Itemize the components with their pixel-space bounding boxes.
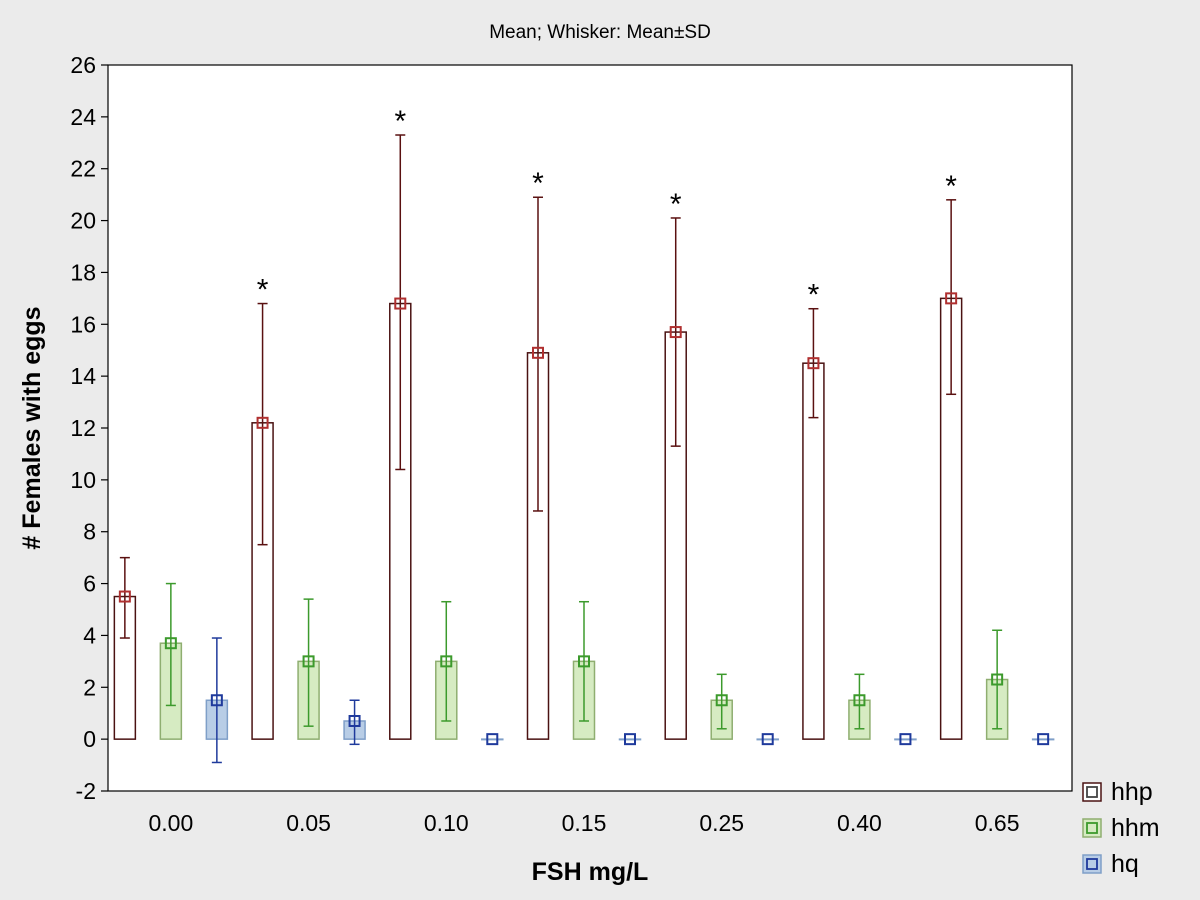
y-tick-label: 4 (83, 622, 96, 648)
x-tick-label: 0.10 (424, 810, 469, 836)
x-axis: 0.00 0.05 0.10 0.15 0.25 0.40 0.65 (148, 810, 1019, 836)
x-tick-label: 0.00 (148, 810, 193, 836)
legend-label-hhm: hhm (1111, 814, 1160, 842)
mean-marker-hhm-0.00 (164, 637, 177, 650)
y-tick-label: 14 (70, 363, 96, 389)
mean-marker-hhm-0.10 (440, 655, 453, 668)
mean-marker-hq-0.10 (486, 733, 499, 746)
mean-marker-hhm-0.15 (578, 655, 590, 668)
bar-hq-0.15 (618, 738, 642, 741)
bar-hhp-0.40 (802, 362, 825, 740)
mean-marker-hhp-0.25 (669, 326, 682, 339)
legend-label-hq: hq (1111, 850, 1139, 878)
mean-marker-hhp-0.15 (532, 346, 544, 359)
y-tick-label: 12 (70, 415, 96, 441)
y-axis-title: # Females with eggs (18, 306, 46, 549)
bar-hq-0.40 (894, 738, 917, 741)
significance-star: * (257, 274, 269, 307)
bar-hq-0.65 (1031, 738, 1055, 741)
mean-marker-hhp-0.40 (807, 357, 820, 370)
mean-marker-hq-0.15 (624, 733, 636, 746)
chart-title: Mean; Whisker: Mean±SD (489, 22, 711, 43)
legend-swatch-hq (1082, 854, 1102, 874)
y-tick-label: 16 (70, 311, 96, 337)
x-tick-label: 0.65 (975, 810, 1020, 836)
mean-marker-hq-0.65 (1037, 733, 1050, 746)
mean-marker-hhp-0.65 (945, 292, 958, 305)
significance-star: * (532, 167, 544, 200)
significance-star: * (945, 170, 957, 203)
x-tick-label: 0.05 (286, 810, 331, 836)
x-tick-label: 0.25 (699, 810, 744, 836)
y-tick-label: 10 (70, 467, 96, 493)
mean-marker-hhp-0.10 (394, 297, 407, 310)
significance-star: * (394, 105, 406, 138)
y-tick-label: 22 (70, 156, 96, 182)
mean-marker-hhp-0.00 (118, 590, 131, 603)
mean-marker-hhm-0.25 (715, 694, 728, 707)
legend: hhp hhm hq (1082, 778, 1160, 878)
legend-swatch-hhp (1082, 782, 1102, 802)
y-tick-label: 2 (83, 674, 96, 700)
legend-marker-hq (1086, 858, 1098, 870)
mean-marker-hhm-0.65 (991, 673, 1004, 686)
y-tick-label: 0 (83, 726, 96, 752)
mean-marker-hhp-0.05 (256, 416, 269, 429)
significance-star: * (808, 279, 820, 312)
mean-marker-hhm-0.05 (302, 655, 315, 668)
mean-marker-hq-0.00 (210, 694, 223, 707)
bar-hq-0.10 (481, 738, 504, 741)
legend-label-hhp: hhp (1111, 778, 1153, 806)
legend-marker-hhp (1086, 786, 1098, 798)
y-tick-label: 26 (70, 52, 96, 78)
mean-marker-hhm-0.40 (853, 694, 866, 707)
y-tick-label: 20 (70, 208, 96, 234)
mean-marker-hq-0.25 (761, 733, 774, 746)
legend-marker-hhm (1086, 822, 1098, 834)
significance-star: * (670, 188, 682, 221)
x-axis-title: FSH mg/L (532, 858, 649, 886)
x-tick-label: 0.40 (837, 810, 882, 836)
y-tick-label: 24 (70, 104, 96, 130)
y-tick-label: 8 (83, 519, 96, 545)
y-tick-label: 6 (83, 571, 96, 597)
y-tick-label: -2 (76, 778, 96, 804)
mean-marker-hq-0.05 (348, 714, 361, 727)
bars: * * * * * * (113, 105, 1055, 764)
bar-hq-0.25 (756, 738, 779, 741)
x-tick-label: 0.15 (562, 810, 607, 836)
legend-swatch-hhm (1082, 818, 1102, 838)
mean-marker-hq-0.40 (899, 733, 912, 746)
y-tick-label: 18 (70, 259, 96, 285)
